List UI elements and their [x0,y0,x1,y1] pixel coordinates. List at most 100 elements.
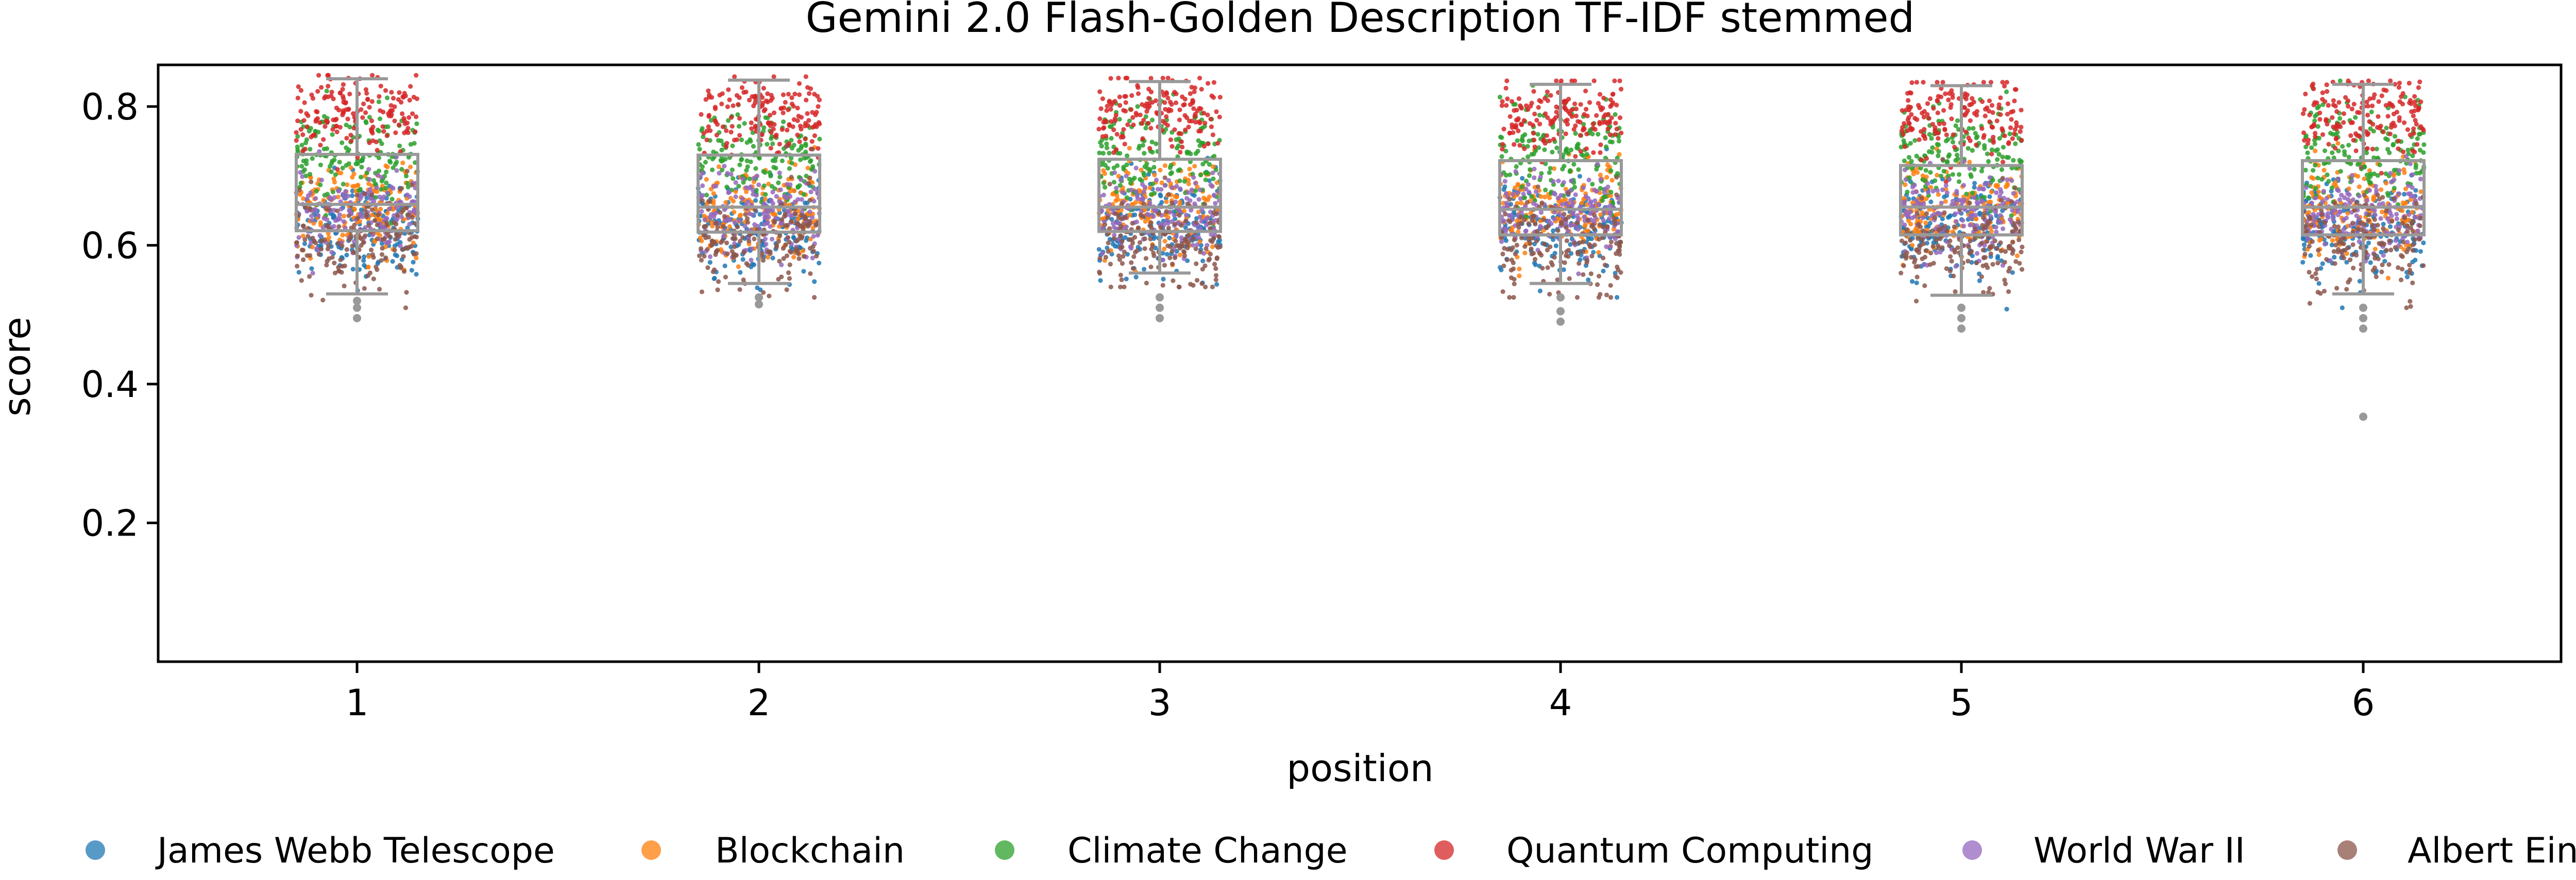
strip-point [1985,151,1990,157]
strip-point [1566,248,1571,253]
strip-point [414,234,419,239]
strip-point [805,123,810,128]
strip-point [1972,167,1977,172]
strip-point [1512,108,1517,113]
strip-point [1140,136,1145,141]
strip-point [1122,142,1127,147]
strip-point [1200,267,1205,272]
strip-point [350,244,355,249]
strip-point [724,184,730,189]
strip-point [1914,80,1919,85]
strip-point [1981,215,1986,220]
strip-point [1606,216,1612,221]
strip-point [752,236,757,241]
strip-point [402,231,408,236]
strip-point [336,224,342,229]
strip-point [1940,187,1945,193]
strip-point [303,204,308,210]
strip-point [1191,106,1196,111]
strip-point [1105,103,1110,109]
strip-point [1998,95,2003,100]
strip-point [327,164,333,169]
strip-point [1550,149,1555,154]
strip-point [1999,167,2005,172]
strip-point [1928,199,1934,204]
strip-point [1529,152,1534,157]
strip-point [294,240,299,245]
strip-point [363,110,368,115]
strip-point [1514,164,1519,169]
strip-point [2001,160,2006,165]
strip-point [377,233,383,238]
strip-point [762,215,768,220]
strip-point [744,168,749,173]
strip-point [380,124,385,129]
strip-point [367,177,372,182]
strip-point [295,95,300,100]
strip-point [332,270,338,275]
strip-point [326,83,331,89]
strip-point [762,196,768,202]
strip-point [1209,124,1214,129]
strip-point [697,253,702,258]
strip-point [1987,98,1992,103]
strip-point [367,140,372,145]
strip-point [2000,80,2005,85]
strip-point [1155,186,1160,192]
strip-point [405,225,410,231]
strip-point [1538,175,1543,180]
strip-point [1198,243,1204,248]
strip-point [1953,211,1958,216]
strip-point [2012,98,2017,103]
strip-point [796,256,802,261]
strip-point [1985,239,1990,244]
strip-point [1527,173,1532,178]
strip-point [383,88,388,93]
strip-point [342,283,347,289]
strip-point [1572,78,1578,83]
strip-point [1498,134,1503,140]
strip-point [696,142,701,147]
strip-point [1568,168,1573,173]
strip-point [1540,266,1545,271]
strip-point [769,134,774,139]
strip-point [1162,100,1167,105]
strip-point [1988,251,1993,256]
strip-point [409,244,414,249]
strip-point [394,205,399,211]
strip-point [1968,138,1973,143]
strip-point [405,184,411,189]
strip-point [788,194,793,199]
strip-point [1607,211,1613,216]
strip-point [716,164,721,169]
strip-point [726,190,731,195]
strip-point [768,146,773,151]
strip-point [725,251,730,256]
strip-point [783,211,788,217]
strip-point [708,117,714,123]
strip-point [789,101,794,107]
strip-point [740,235,745,240]
strip-point [761,125,767,130]
strip-point [742,223,748,229]
strip-point [770,189,775,195]
strip-point [749,257,754,263]
strip-point [1140,182,1145,187]
strip-point [1130,266,1136,271]
strip-point [344,123,349,128]
strip-point [1615,295,1620,300]
strip-point [1173,238,1178,244]
strip-point [807,222,812,227]
strip-point [1942,210,1947,215]
strip-point [1144,281,1149,286]
strip-point [1097,116,1103,122]
strip-point [1902,158,1907,163]
strip-point [807,209,812,214]
strip-point [309,179,314,184]
strip-point [1581,272,1586,277]
strip-point [297,187,302,193]
strip-point [367,270,373,275]
strip-point [1152,191,1157,196]
strip-point [1148,236,1153,241]
strip-point [1150,149,1155,155]
